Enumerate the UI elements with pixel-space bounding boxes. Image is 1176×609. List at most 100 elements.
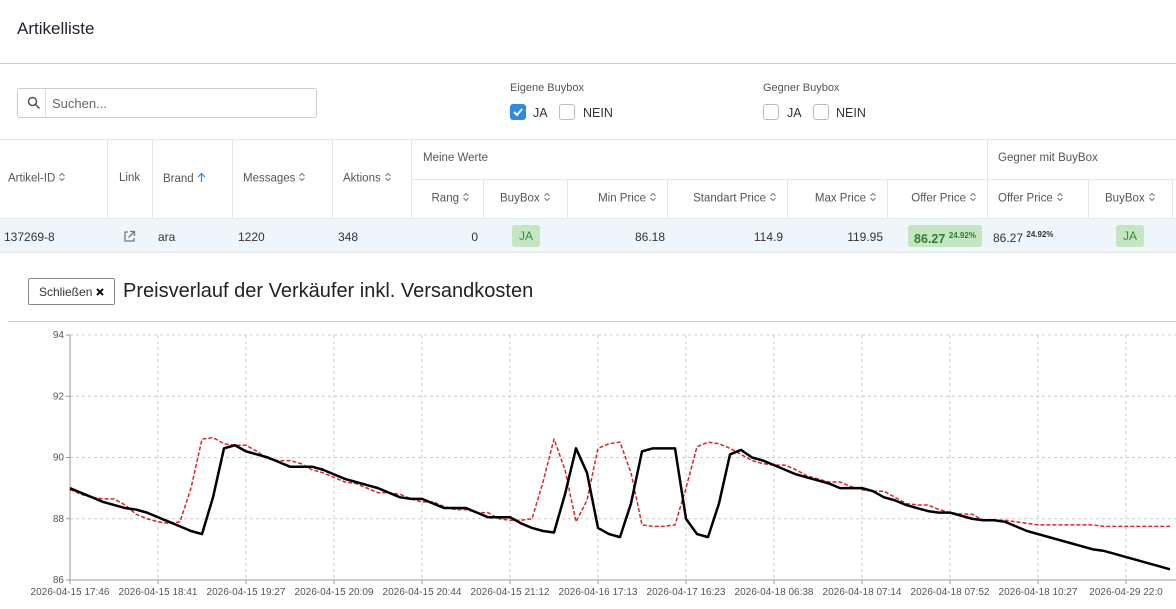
search-icon	[27, 96, 41, 110]
column-header[interactable]: Messages	[243, 172, 306, 185]
sort-icon	[59, 172, 66, 182]
sort-icon	[870, 192, 876, 202]
badge: JA	[512, 225, 540, 247]
sort[interactable]	[543, 192, 551, 205]
cell: 114.9	[753, 230, 783, 244]
filter-label: Gegner Buybox	[763, 82, 840, 94]
cell: 348	[338, 230, 359, 244]
badge: JA	[1116, 225, 1144, 247]
header-text: Brand	[163, 173, 194, 186]
header-text: Messages	[243, 172, 296, 185]
cell: 1220	[238, 230, 265, 244]
sort-icon	[543, 192, 550, 202]
column-header[interactable]: BuyBox	[1105, 192, 1156, 205]
sort[interactable]	[197, 172, 206, 186]
checkbox-label[interactable]: JA	[533, 106, 548, 120]
price-line	[69, 436, 1170, 528]
x-tick-label: 2026-04-15 20:44	[383, 587, 462, 598]
cell: 119.95	[847, 230, 883, 244]
x-tick-label: 2026-04-15 18:41	[119, 587, 198, 598]
header-text: Standart Price	[693, 192, 766, 205]
search-input[interactable]: Suchen...	[17, 88, 317, 118]
column-header: Link	[119, 172, 141, 184]
x-tick-label: 2026-04-15 21:12	[471, 587, 550, 598]
checkbox-label[interactable]: NEIN	[836, 106, 866, 120]
column-header[interactable]: BuyBox	[500, 192, 551, 205]
checkbox[interactable]	[559, 104, 575, 120]
checkbox[interactable]	[813, 104, 829, 120]
sort[interactable]	[969, 192, 977, 205]
header-text: Aktions	[343, 172, 381, 185]
x-tick-label: 2026-04-16 17:13	[559, 587, 638, 598]
cell: 86.27	[993, 231, 1024, 245]
filter-label: Eigene Buybox	[510, 82, 584, 94]
y-tick-label: 90	[53, 453, 65, 464]
sort[interactable]	[1056, 192, 1064, 205]
cell: 0	[471, 230, 478, 244]
header-text: Max Price	[814, 192, 866, 205]
column-header[interactable]: Offer Price	[998, 192, 1064, 205]
checkbox[interactable]	[763, 104, 779, 120]
x-tick-label: 2026-04-29 22:0	[1089, 587, 1163, 598]
header-text: Min Price	[598, 192, 646, 205]
sort[interactable]	[384, 172, 392, 185]
checkbox-label[interactable]: JA	[787, 106, 802, 120]
cell: 86.27 24.92%	[993, 230, 1054, 245]
column-header[interactable]: Brand	[163, 172, 206, 186]
column-header[interactable]: Min Price	[598, 192, 657, 205]
x-tick-label: 2026-04-18 07:14	[823, 587, 902, 598]
percent: 24.92%	[1026, 230, 1054, 239]
sort-icon	[384, 172, 391, 182]
sort[interactable]	[649, 192, 657, 205]
sort-icon	[299, 172, 306, 182]
sort[interactable]	[58, 172, 66, 185]
close-button[interactable]: Schließen	[28, 278, 115, 305]
column-header[interactable]: Max Price	[815, 192, 877, 205]
sort[interactable]	[462, 192, 470, 205]
sort-icon	[650, 192, 656, 202]
header-text: Offer Price	[998, 192, 1053, 205]
percent: 24.92%	[948, 231, 976, 240]
header-text: Offer Price	[911, 192, 966, 205]
offer-badge: 86.27 24.92%	[908, 225, 982, 247]
header-text: Rang	[431, 192, 460, 205]
sort[interactable]	[869, 192, 877, 205]
group-header: Meine Werte	[423, 152, 488, 164]
sort[interactable]	[1148, 192, 1156, 205]
x-tick-label: 2026-04-15 20:09	[295, 587, 374, 598]
x-tick-label: 2026-04-15 19:27	[207, 587, 286, 598]
y-tick-label: 86	[53, 575, 65, 586]
cell: ara	[158, 230, 176, 244]
link-icon[interactable]	[122, 229, 137, 244]
y-tick-label: 94	[53, 330, 65, 341]
chart-title: Preisverlauf der Verkäufer inkl. Versand…	[123, 280, 534, 302]
sort[interactable]	[769, 192, 777, 205]
page-title: Artikelliste	[17, 19, 95, 38]
header-text: Artikel-ID	[8, 172, 56, 185]
cell: 137269-8	[4, 230, 55, 244]
sort-asc-icon	[197, 172, 206, 182]
column-header[interactable]: Standart Price	[693, 192, 777, 205]
column-header[interactable]: Artikel-ID	[8, 172, 66, 185]
header-text: BuyBox	[1105, 192, 1145, 205]
search-placeholder: Suchen...	[52, 96, 107, 111]
group-header: Gegner mit BuyBox	[998, 152, 1098, 164]
cell: 86.18	[634, 230, 665, 244]
checkbox[interactable]	[510, 104, 526, 120]
sort-icon	[1056, 192, 1063, 202]
divider	[0, 63, 1176, 64]
x-tick-label: 2026-04-18 07:52	[911, 587, 990, 598]
sort-icon	[770, 192, 776, 202]
button-text: Schließen	[39, 285, 93, 299]
sort-icon	[970, 192, 976, 202]
column-header[interactable]: Offer Price	[911, 192, 977, 205]
x-tick-label: 2026-04-17 16:23	[647, 587, 726, 598]
sort[interactable]	[298, 172, 306, 185]
checkbox-label[interactable]: NEIN	[583, 106, 613, 120]
y-tick-label: 92	[53, 391, 65, 402]
column-header[interactable]: Rang	[432, 192, 471, 205]
x-tick-label: 2026-04-18 10:27	[999, 587, 1078, 598]
header-text: BuyBox	[500, 192, 540, 205]
column-header[interactable]: Aktions	[343, 172, 392, 185]
